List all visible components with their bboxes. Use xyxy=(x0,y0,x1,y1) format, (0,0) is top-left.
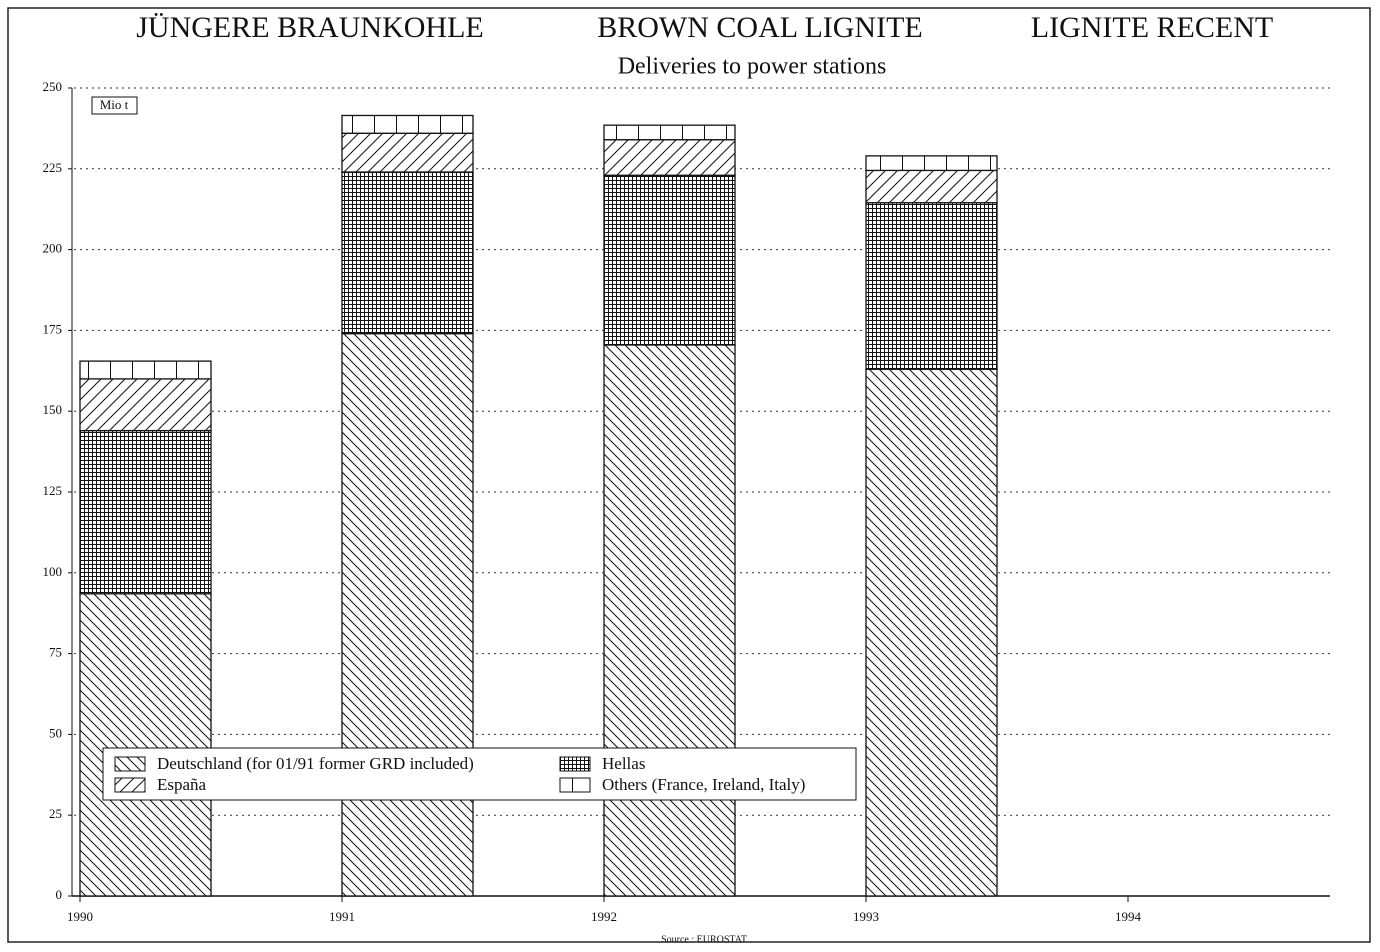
y-tick-label: 0 xyxy=(56,887,63,902)
x-tick-label: 1992 xyxy=(591,909,617,924)
bar-segment xyxy=(603,124,736,141)
legend-label: Others (France, Ireland, Italy) xyxy=(602,775,805,794)
frame xyxy=(7,7,1371,943)
bar-segment xyxy=(603,344,736,897)
bar-segment xyxy=(603,139,736,176)
legend-swatch xyxy=(559,756,591,772)
y-tick-label: 175 xyxy=(43,321,63,336)
bar-segment xyxy=(341,171,474,335)
legend-label: Hellas xyxy=(602,754,645,773)
x-tick-label: 1994 xyxy=(1115,909,1142,924)
legend-swatch xyxy=(114,777,146,793)
bar-segment xyxy=(865,202,998,370)
legend-swatch xyxy=(559,777,591,793)
y-tick-label: 75 xyxy=(49,645,62,660)
bar-segment xyxy=(79,378,212,432)
y-tick-label: 225 xyxy=(43,160,63,175)
bar-segment xyxy=(603,174,736,346)
title: JÜNGERE BRAUNKOHLE xyxy=(136,11,484,44)
title: BROWN COAL LIGNITE xyxy=(597,11,923,44)
unit-label: Mio t xyxy=(100,97,129,112)
x-tick-label: 1993 xyxy=(853,909,879,924)
source: Source : EUROSTAT xyxy=(661,934,747,945)
legend-swatch xyxy=(114,756,146,772)
bar-segment xyxy=(341,332,474,897)
bar-segment xyxy=(79,429,212,595)
bar-segment xyxy=(865,155,998,172)
legend-box xyxy=(102,747,857,801)
bar-segment xyxy=(341,114,474,134)
bar-segment xyxy=(341,132,474,173)
subtitle: Deliveries to power stations xyxy=(618,54,887,80)
y-tick-label: 100 xyxy=(43,564,63,579)
y-tick-label: 125 xyxy=(43,483,63,498)
legend-label: Deutschland (for 01/91 former GRD includ… xyxy=(157,754,474,773)
title: LIGNITE RECENT xyxy=(1031,11,1273,44)
y-tick-label: 250 xyxy=(43,79,63,94)
bar-segment xyxy=(79,360,212,380)
bar-segment xyxy=(865,368,998,897)
x-tick-label: 1991 xyxy=(329,909,355,924)
x-tick-label: 1990 xyxy=(67,909,93,924)
legend-label: España xyxy=(157,775,207,794)
unit-box xyxy=(91,96,138,115)
y-tick-label: 25 xyxy=(49,806,62,821)
y-tick-label: 50 xyxy=(49,725,62,740)
y-tick-label: 150 xyxy=(43,402,63,417)
bar-segment xyxy=(79,593,212,897)
bar-segment xyxy=(865,169,998,204)
y-tick-label: 200 xyxy=(43,241,63,256)
